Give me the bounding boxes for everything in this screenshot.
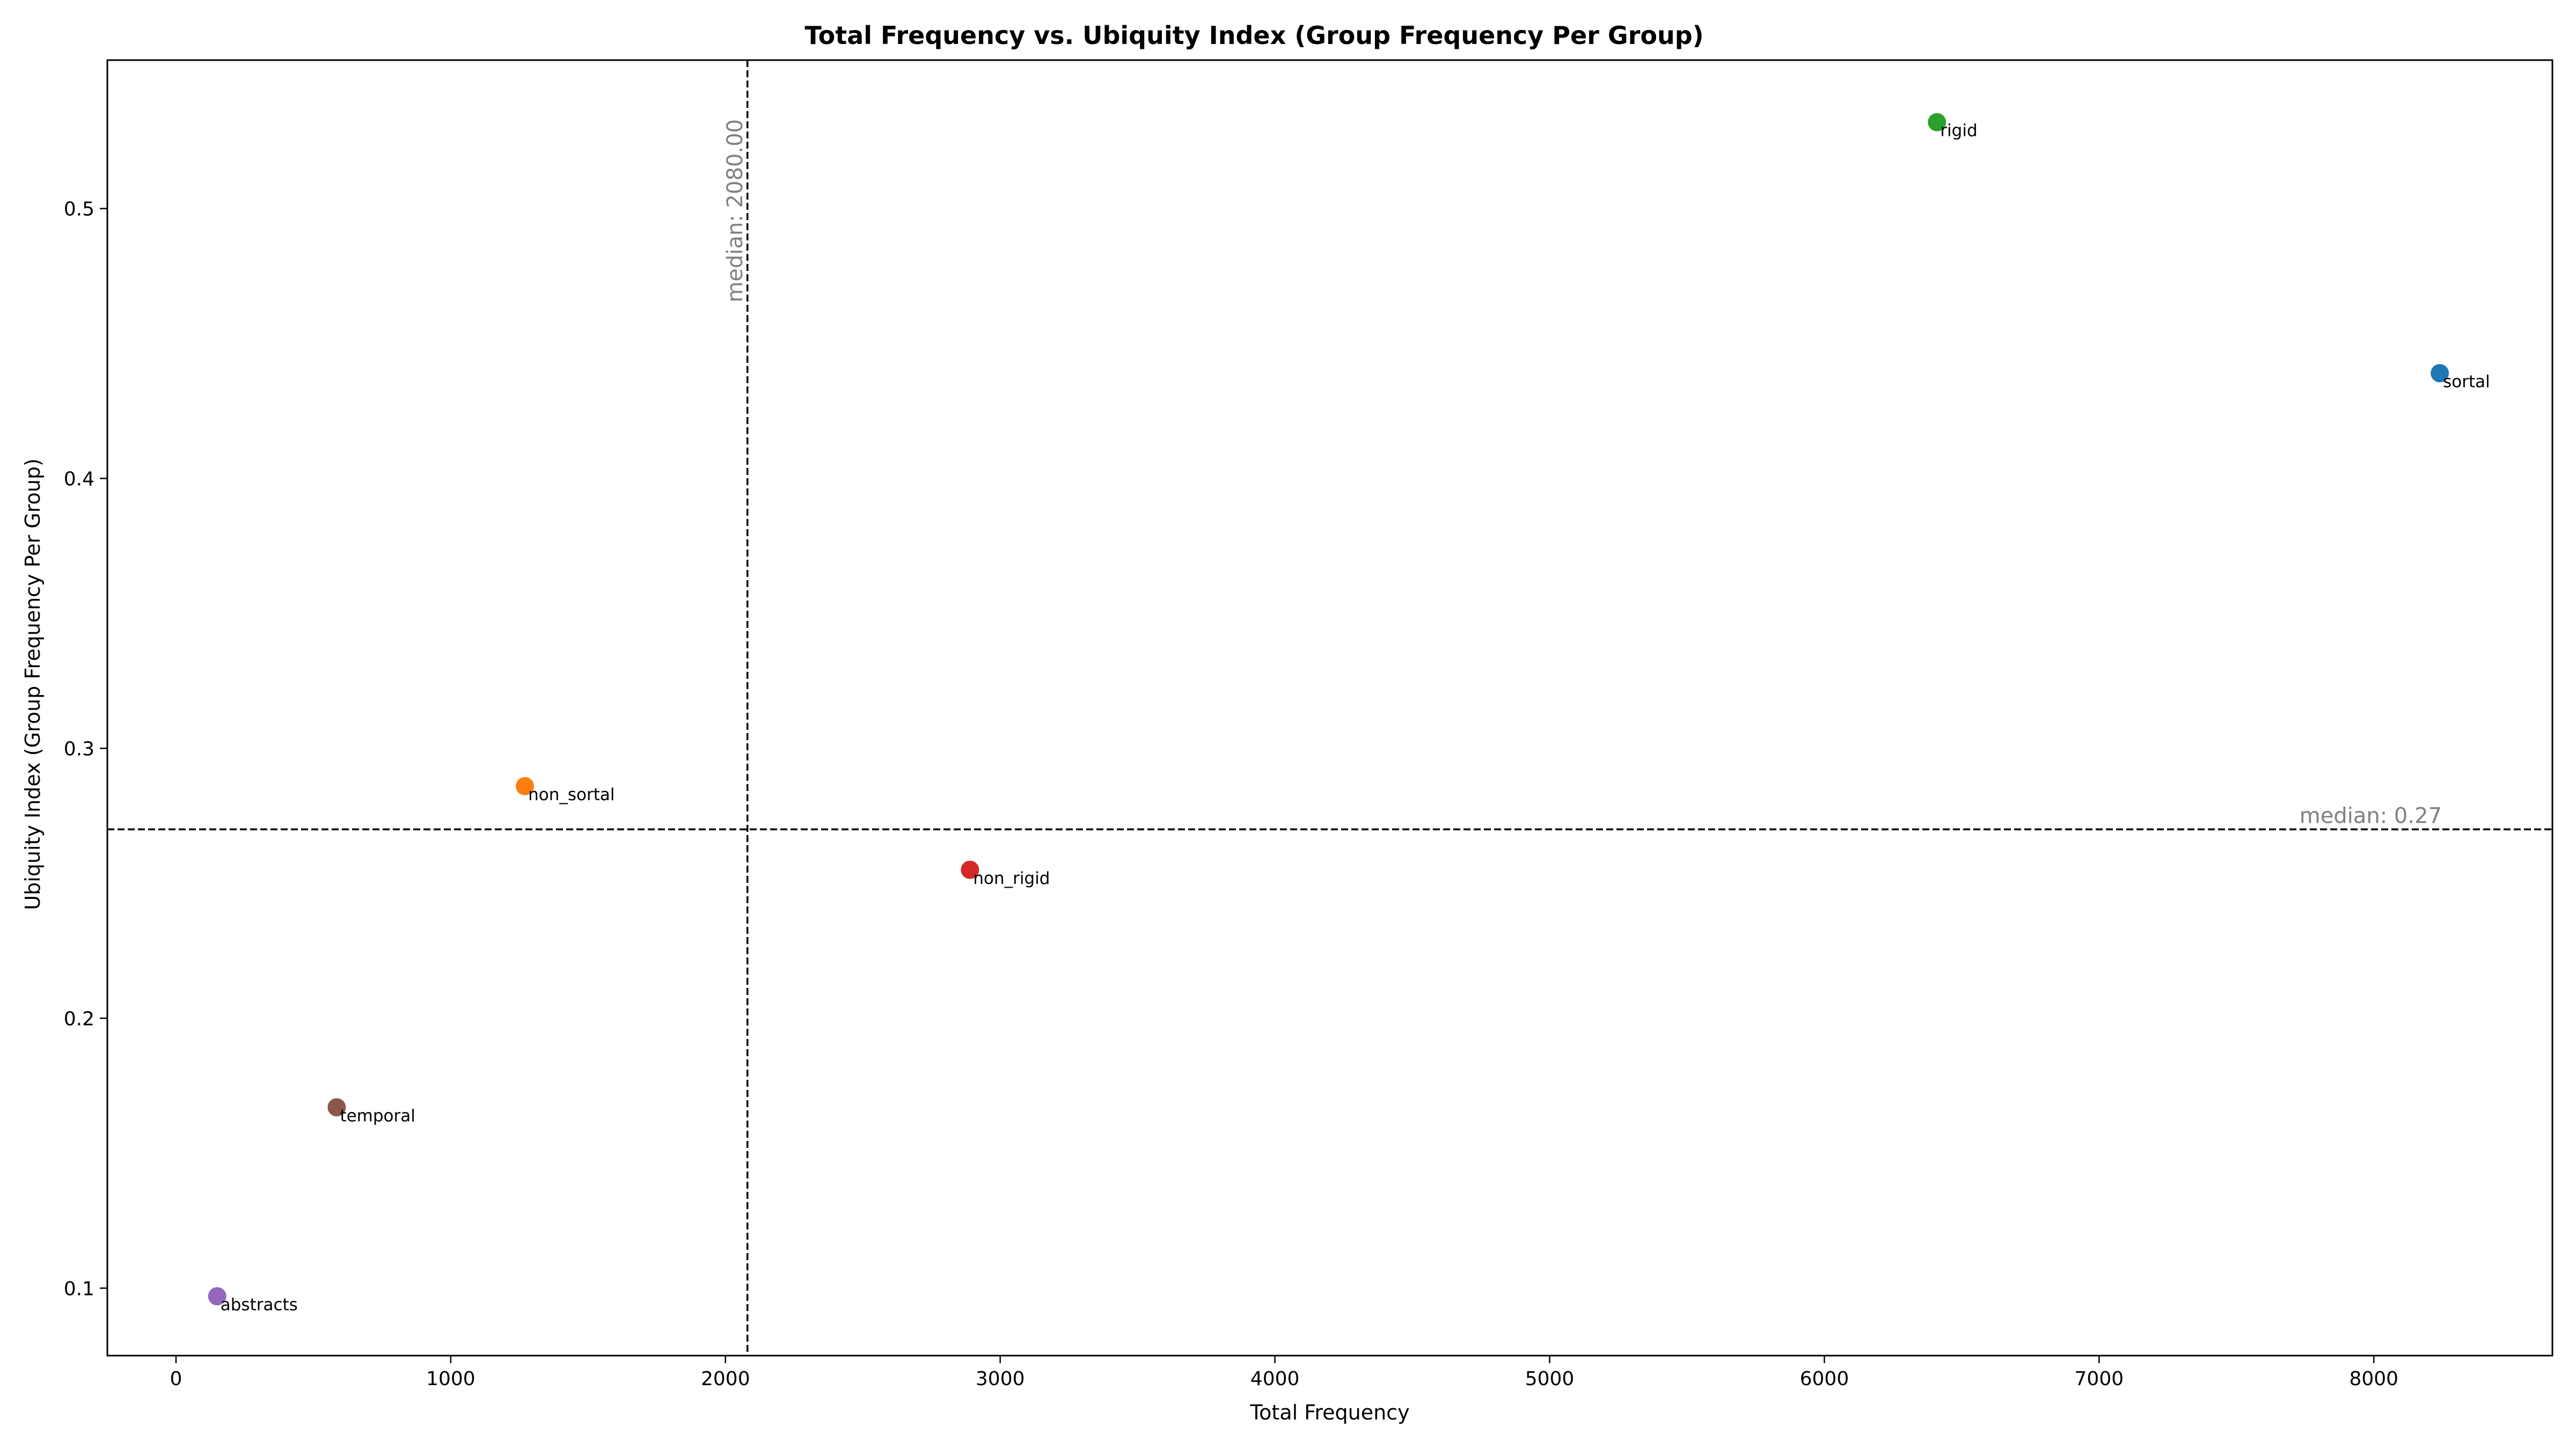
data-point-non-rigid bbox=[961, 860, 979, 879]
chart-title: Total Frequency vs. Ubiquity Index (Grou… bbox=[804, 21, 1703, 50]
point-label-rigid: rigid bbox=[1940, 121, 1977, 141]
x-tick-label: 2000 bbox=[701, 1368, 750, 1390]
x-axis: 0 1000 2000 3000 4000 5000 6000 7000 8000 bbox=[170, 1356, 2398, 1390]
data-point-non-sortal bbox=[516, 777, 535, 795]
median-y-label: median: 0.27 bbox=[2300, 803, 2442, 828]
plot-frame bbox=[106, 59, 2553, 1357]
point-label-non-rigid: non_rigid bbox=[973, 869, 1050, 888]
y-axis-label: Ubiquity Index (Group Frequency Per Grou… bbox=[21, 458, 45, 910]
x-tick-label: 3000 bbox=[976, 1368, 1025, 1390]
x-tick-label: 5000 bbox=[1525, 1368, 1575, 1390]
point-label-temporal: temporal bbox=[340, 1106, 415, 1125]
x-axis-label: Total Frequency bbox=[1249, 1401, 1409, 1424]
plot-area: median: 2080.00 median: 0.27 sortal non_sor… bbox=[107, 60, 2552, 1356]
x-tick-label: 0 bbox=[170, 1368, 182, 1390]
y-tick-label: 0.1 bbox=[64, 1278, 94, 1300]
y-axis: 0.1 0.2 0.3 0.4 0.5 bbox=[64, 199, 107, 1300]
x-tick-label: 7000 bbox=[2075, 1368, 2124, 1390]
y-tick-label: 0.3 bbox=[64, 738, 94, 760]
median-x-label: median: 2080.00 bbox=[723, 119, 748, 303]
x-tick-label: 8000 bbox=[2349, 1368, 2398, 1390]
data-point-sortal bbox=[2431, 364, 2449, 383]
x-tick-label: 4000 bbox=[1250, 1368, 1300, 1390]
y-tick-label: 0.4 bbox=[64, 469, 94, 491]
data-point-temporal bbox=[327, 1098, 346, 1117]
point-label-sortal: sortal bbox=[2443, 372, 2490, 391]
x-tick-label: 6000 bbox=[1800, 1368, 1849, 1390]
x-tick-label: 1000 bbox=[426, 1368, 475, 1390]
data-point-abstracts bbox=[208, 1287, 226, 1306]
point-label-abstracts: abstracts bbox=[221, 1295, 298, 1314]
y-tick-label: 0.5 bbox=[64, 199, 94, 221]
y-tick-label: 0.2 bbox=[64, 1008, 94, 1030]
data-point-rigid bbox=[1928, 113, 1946, 131]
point-label-non-sortal: non_sortal bbox=[528, 785, 614, 804]
